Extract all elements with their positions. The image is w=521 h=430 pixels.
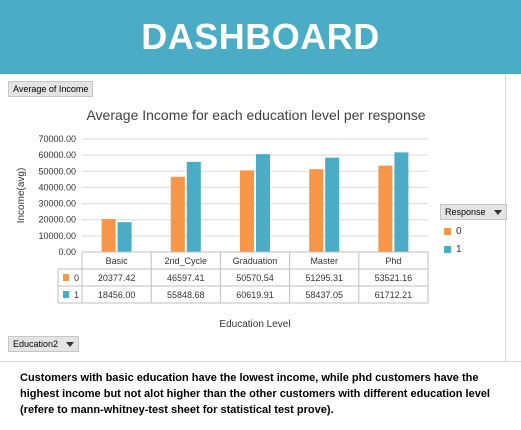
pivot-chart[interactable]: Average Income for each education level … [0, 74, 521, 361]
x-tick-label: 2nd_Cycle [165, 256, 208, 266]
legend-swatch-0 [444, 227, 451, 235]
legend-field-button[interactable]: Response [440, 204, 507, 220]
y-tick-label: 20000.00 [38, 215, 76, 225]
data-label: 18456.00 [98, 290, 136, 300]
data-label: 53521.16 [375, 273, 413, 283]
legend-label-1: 1 [456, 244, 462, 255]
data-label: 20377.42 [98, 273, 136, 283]
dashboard-title: DASHBOARD [141, 16, 380, 57]
legend-label-0: 0 [456, 226, 462, 237]
chevron-down-icon [66, 342, 75, 348]
bar-0-Master [309, 169, 324, 252]
x-axis-label: Education Level [219, 319, 290, 330]
data-label: 60619.91 [236, 290, 274, 300]
data-label: 50570.54 [236, 273, 274, 283]
bar-1-Graduation [256, 154, 270, 252]
data-label: 55848.68 [167, 290, 205, 300]
data-label: 58437.05 [305, 290, 343, 300]
chart-title: Average Income for each education level … [86, 107, 425, 123]
x-tick-label: Master [310, 256, 338, 266]
pivot-value-field-label: Average of Income [13, 84, 89, 94]
bar-0-2nd_Cycle [170, 176, 185, 252]
y-axis-label: Income(avg) [16, 168, 27, 224]
bar-0-Phd [378, 165, 393, 252]
pivot-row-field-button[interactable]: Education2 [8, 336, 80, 352]
y-tick-label: 30000.00 [38, 199, 76, 209]
y-tick-label: 10000.00 [38, 231, 76, 241]
insight-note: Customers with basic education have the … [0, 361, 521, 430]
table-legend-key [63, 291, 69, 298]
bar-1-2nd_Cycle [186, 161, 201, 252]
legend-item-1: 1 [444, 244, 462, 255]
chevron-down-icon [493, 210, 502, 216]
y-tick-label: 70000.00 [38, 134, 76, 144]
insight-note-text: Customers with basic education have the … [20, 372, 490, 416]
y-tick-label: 40000.00 [38, 182, 76, 192]
bar-1-Basic [117, 222, 132, 252]
table-legend-key [63, 274, 69, 281]
bar-0-Basic [101, 219, 116, 252]
data-label: 51295.31 [305, 273, 343, 283]
pivot-value-field-button[interactable]: Average of Income [8, 81, 94, 97]
table-series-label: 1 [74, 290, 79, 300]
data-label: 61712.21 [375, 290, 413, 300]
legend-swatch-1 [444, 245, 451, 253]
dashboard-banner: DASHBOARD [0, 0, 521, 74]
data-label: 46597.41 [167, 273, 205, 283]
pivot-row-field-label: Education2 [13, 339, 59, 349]
y-tick-label: 60000.00 [38, 150, 76, 160]
y-tick-label: 50000.00 [38, 166, 76, 176]
bar-1-Phd [394, 152, 409, 252]
x-tick-label: Basic [106, 256, 129, 266]
x-tick-label: Graduation [233, 256, 278, 266]
legend-field-label: Response [445, 207, 486, 217]
y-tick-label: 0.00 [58, 247, 76, 257]
bar-0-Graduation [240, 170, 254, 252]
legend-item-0: 0 [444, 226, 462, 237]
table-series-label: 0 [74, 273, 79, 283]
x-tick-label: Phd [385, 256, 401, 266]
bar-1-Master [325, 157, 340, 252]
